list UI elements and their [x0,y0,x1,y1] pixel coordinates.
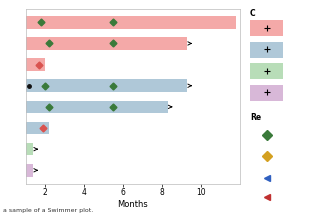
X-axis label: Months: Months [117,200,148,209]
Bar [26,37,188,50]
Text: Re: Re [250,113,261,122]
Text: C: C [250,9,256,18]
FancyBboxPatch shape [250,63,283,79]
FancyBboxPatch shape [250,42,283,58]
Bar [26,122,49,134]
FancyBboxPatch shape [250,85,283,101]
Bar [26,58,45,71]
Text: -: - [291,213,293,214]
Bar [26,101,168,113]
Bar [26,143,33,156]
Bar [26,79,188,92]
FancyBboxPatch shape [250,20,283,36]
Bar [26,16,236,29]
Bar [26,164,33,177]
Text: a sample of a Swimmer plot.: a sample of a Swimmer plot. [3,208,93,213]
